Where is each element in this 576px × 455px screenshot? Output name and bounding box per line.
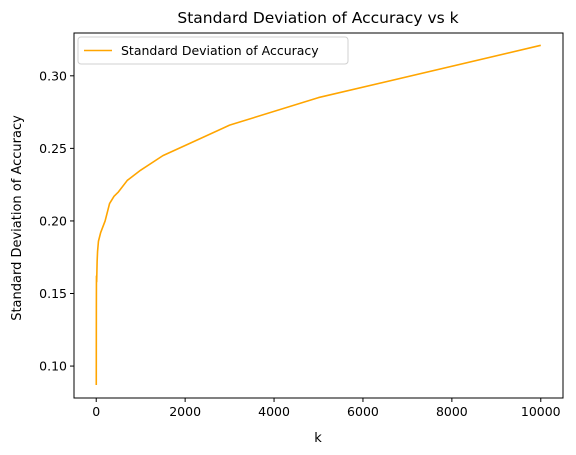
y-axis: 0.10 0.15 0.20 0.25 0.30 [39, 68, 74, 374]
chart-title: Standard Deviation of Accuracy vs k [177, 9, 458, 27]
y-tick-label: 0.25 [39, 141, 67, 156]
x-tick-label: 4000 [258, 404, 290, 419]
y-axis-label: Standard Deviation of Accuracy [10, 115, 25, 321]
x-tick-label: 2000 [169, 404, 201, 419]
plot-frame [73, 32, 564, 399]
plot-area [73, 32, 564, 399]
y-tick-label: 0.20 [39, 213, 67, 228]
series-line-0 [95, 44, 541, 385]
legend: Standard Deviation of Accuracy [77, 36, 349, 65]
x-tick-label: 6000 [347, 404, 379, 419]
x-axis-label: k [314, 431, 322, 446]
x-tick-label: 10000 [521, 404, 561, 419]
y-tick-label: 0.15 [39, 286, 67, 301]
x-tick-label: 8000 [436, 404, 468, 419]
x-axis: 0 2000 4000 6000 8000 10000 [92, 398, 561, 419]
y-tick-label: 0.30 [39, 68, 67, 83]
legend-entry: Standard Deviation of Accuracy [121, 43, 319, 58]
x-tick-label: 0 [92, 404, 100, 419]
y-tick-label: 0.10 [39, 359, 67, 374]
legend-box [77, 36, 349, 65]
